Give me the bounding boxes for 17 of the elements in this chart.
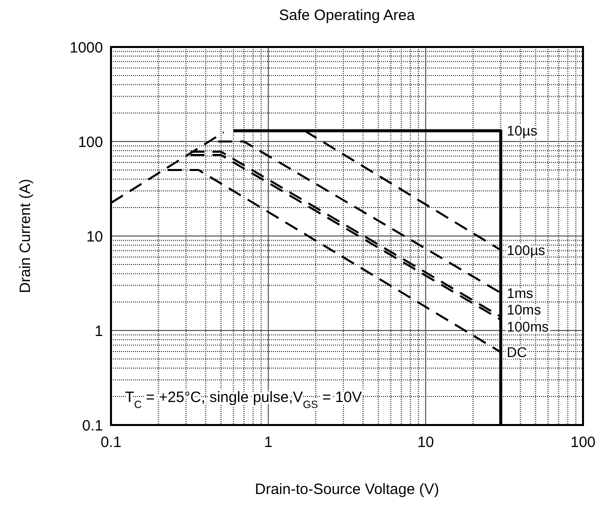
x-tick-label: 0.1 bbox=[100, 434, 122, 451]
series-label: 10ms bbox=[506, 302, 541, 318]
y-tick-label: 100 bbox=[78, 134, 103, 151]
series-label: 100µs bbox=[506, 242, 546, 258]
chart-title: Safe Operating Area bbox=[279, 7, 416, 24]
x-axis-title: Drain-to-Source Voltage (V) bbox=[254, 481, 440, 498]
y-tick-label: 0.1 bbox=[82, 417, 103, 434]
y-axis-title: Drain Current (A) bbox=[17, 178, 34, 294]
y-tick-label: 10 bbox=[86, 228, 103, 246]
series-label: 10µs bbox=[506, 122, 538, 139]
series-label: 1ms bbox=[506, 284, 534, 301]
x-tick-label: 1 bbox=[264, 434, 273, 451]
y-tick-label: 1000 bbox=[70, 39, 103, 56]
x-tick-label: 100 bbox=[570, 434, 596, 451]
y-tick-label: 1 bbox=[94, 322, 103, 340]
x-tick-label: 10 bbox=[417, 434, 434, 451]
series-label: DC bbox=[506, 344, 527, 360]
